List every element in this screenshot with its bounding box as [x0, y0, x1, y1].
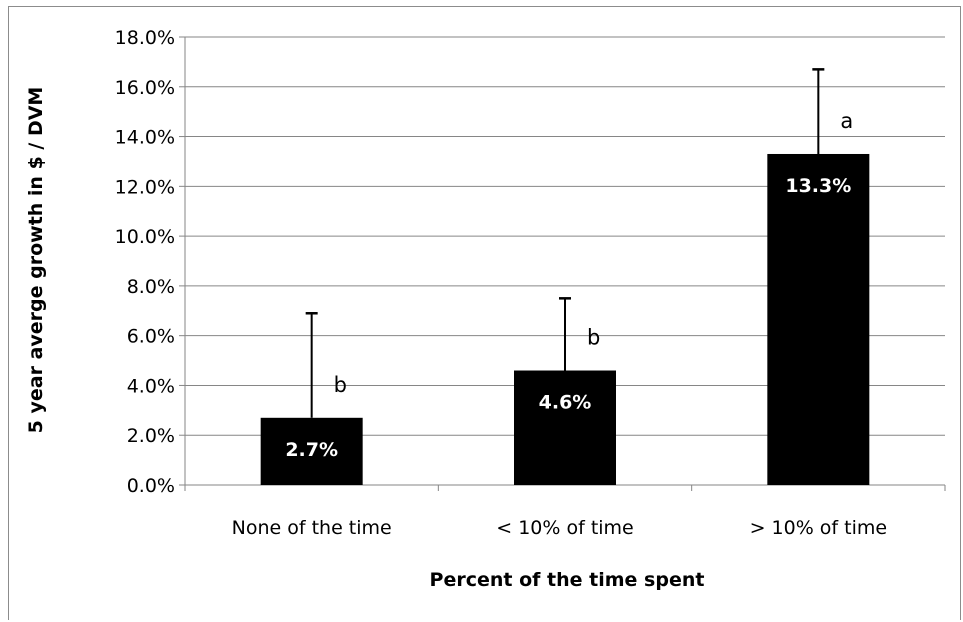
bars — [260, 68, 870, 485]
y-tick-label: 12.0% — [115, 176, 175, 198]
y-tick-label: 16.0% — [115, 77, 175, 99]
y-tick-label: 4.0% — [127, 375, 175, 397]
x-tick-label: > 10% of time — [750, 517, 888, 539]
x-tick-label: None of the time — [232, 517, 392, 539]
y-tick-label: 6.0% — [127, 326, 175, 348]
data-label: 2.7% — [285, 439, 338, 461]
bar — [767, 153, 870, 485]
y-tick-label: 0.0% — [127, 475, 175, 497]
y-tick-label: 14.0% — [115, 127, 175, 149]
x-axis-title: Percent of the time spent — [430, 569, 705, 591]
bar — [260, 417, 363, 485]
labels: 2.7% b None of the time 4.6% b < 10% of time 1… — [232, 109, 887, 539]
data-label: 4.6% — [539, 392, 592, 414]
y-axis-title: 5 year averge growth in $ / DVM — [25, 87, 47, 434]
data-label: 13.3% — [785, 175, 851, 197]
y-tick-label: 2.0% — [127, 425, 175, 447]
significance-letter: b — [587, 326, 600, 350]
y-tick-label: 8.0% — [127, 276, 175, 298]
y-tick-label: 18.0% — [115, 27, 175, 49]
x-tick-label: < 10% of time — [496, 517, 634, 539]
significance-letter: a — [840, 109, 853, 133]
significance-letter: b — [334, 373, 347, 397]
bar — [514, 370, 616, 485]
y-tick-label: 10.0% — [115, 226, 175, 248]
